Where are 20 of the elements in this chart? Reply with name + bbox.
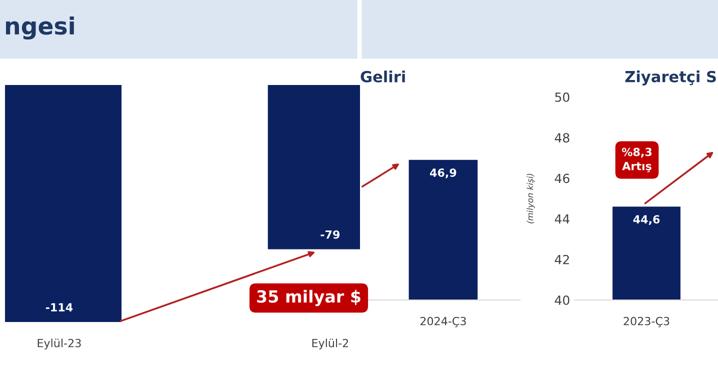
annotation: 35 milyar $ — [257, 290, 360, 306]
chart-title: Ziyaretçi S — [625, 70, 716, 86]
y-tick-label: 44 — [554, 214, 570, 224]
chart-title: Geliri — [360, 70, 405, 82]
data-label: 44,6 — [633, 215, 660, 225]
data-label: 46,9 — [430, 168, 456, 178]
x-tick-label: Eylül-2 — [312, 338, 348, 350]
annotation: %8,3 Artış — [622, 148, 652, 172]
x-tick-label: 2023-Ç3 — [624, 316, 670, 328]
y-tick-label: 40 — [554, 295, 570, 305]
data-label: -79 — [320, 230, 340, 239]
y-axis-title: (milyon kişi) — [526, 174, 535, 224]
chart-title: ngesi — [6, 16, 74, 40]
x-tick-label: 2024-Ç3 — [420, 316, 466, 328]
y-tick-label: 50 — [555, 92, 570, 102]
x-tick-label: Eylül-23 — [38, 338, 81, 350]
y-tick-label: 42 — [554, 254, 569, 264]
y-tick-label: 46 — [554, 174, 570, 184]
y-tick-label: 48 — [554, 133, 570, 143]
data-label: -114 — [46, 303, 73, 312]
